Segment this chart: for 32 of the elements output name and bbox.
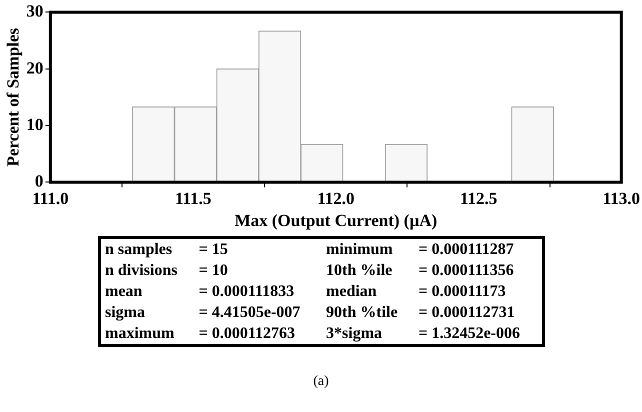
x-tick-label: 113.0 [602,188,640,208]
x-tick-label: 112.0 [317,188,355,208]
y-tick-label: 20 [26,58,44,78]
text: minimum [325,240,394,260]
y-tick-label: 30 [26,2,44,21]
text: = 10 [198,261,229,281]
x-tick-label: 111.0 [32,188,69,208]
text: sigma [104,303,146,323]
text: n samples [104,240,174,260]
text: = 0.000112731 [417,303,516,323]
y-tick-label: 0 [34,172,44,191]
text: 3*sigma [325,324,384,344]
text: = 1.32452e-006 [417,324,521,344]
text: (a) [312,374,330,390]
x-axis-title: Max (Output Current) (µA) [234,211,438,230]
text: = 4.41505e-007 [198,303,302,323]
text: = 0.00011173 [417,282,507,302]
text: = 0.000112763 [198,324,296,344]
text: maximum [104,324,176,344]
text: mean [104,282,144,302]
text: = 0.000111833 [198,282,296,302]
text: = 0.000111356 [417,261,515,281]
x-tick-label: 112.5 [460,188,498,208]
text: = 0.000111287 [417,240,515,260]
text: n divisions [104,261,178,281]
text: median [325,282,378,302]
y-tick-label: 10 [26,114,44,134]
text: = 15 [198,240,229,260]
text: 90th %tile [325,303,399,323]
text: 10th %ile [325,261,394,281]
x-tick-label: 111.5 [174,188,212,208]
y-axis-title: Percent of Samples [4,28,23,166]
